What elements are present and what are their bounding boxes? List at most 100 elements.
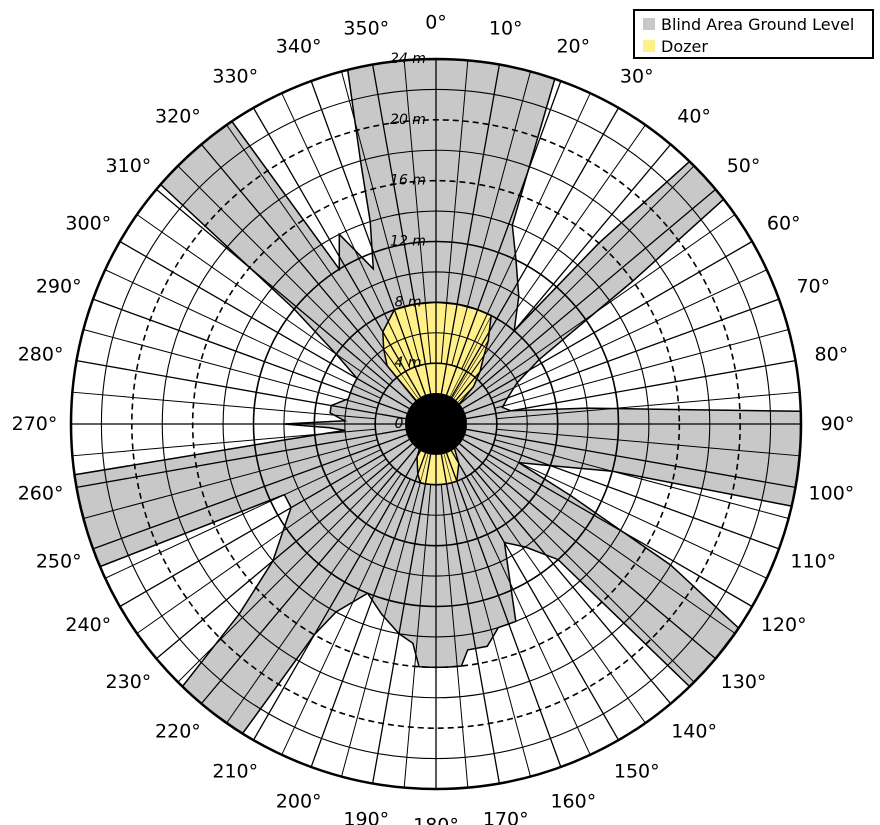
- grid-spoke: [281, 478, 411, 756]
- angle-label-240: 240°: [65, 614, 111, 636]
- radius-label-12: 12 m: [390, 234, 426, 250]
- angle-label-60: 60°: [767, 212, 801, 234]
- grid-spoke: [252, 428, 434, 741]
- grid-spoke: [440, 426, 753, 608]
- angle-label-30: 30°: [620, 65, 654, 87]
- grid-spoke: [490, 269, 768, 399]
- grid-spoke: [281, 92, 411, 370]
- grid-spoke: [451, 71, 531, 366]
- angle-label-310: 310°: [106, 155, 152, 177]
- angle-label-340: 340°: [276, 36, 322, 58]
- grid-spoke: [478, 165, 695, 382]
- legend-label-dozer: Dozer: [661, 36, 708, 56]
- angle-label-170: 170°: [483, 808, 529, 825]
- radius-label-0: 0 m: [395, 416, 422, 432]
- angle-label-20: 20°: [556, 36, 590, 58]
- grid-layer: [69, 57, 803, 791]
- angle-label-350: 350°: [343, 18, 389, 40]
- grid-spoke: [441, 298, 780, 423]
- legend-item-dozer: Dozer: [643, 36, 708, 56]
- angle-label-300: 300°: [65, 212, 111, 234]
- grid-spoke: [478, 466, 695, 683]
- grid-spoke: [461, 478, 591, 756]
- legend-label-blind-area: Blind Area Ground Level: [661, 14, 855, 34]
- angle-label-160: 160°: [550, 790, 596, 812]
- grid-spoke: [92, 425, 431, 550]
- grid-spoke: [438, 107, 620, 420]
- angle-label-280: 280°: [18, 343, 64, 365]
- radius-label-8: 8 m: [395, 294, 422, 310]
- grid-spoke: [494, 439, 789, 519]
- angle-label-90: 90°: [821, 413, 855, 435]
- grid-spoke: [226, 124, 402, 375]
- angle-label-150: 150°: [614, 761, 660, 783]
- grid-spoke: [155, 427, 432, 660]
- angle-label-120: 120°: [761, 614, 807, 636]
- grid-spoke: [441, 425, 780, 550]
- grid-spoke: [485, 214, 736, 390]
- angle-label-130: 130°: [721, 671, 767, 693]
- legend-item-blind-area: Blind Area Ground Level: [643, 14, 854, 34]
- angle-label-40: 40°: [677, 105, 711, 127]
- grid-spoke: [177, 466, 394, 683]
- grid-spoke: [441, 424, 796, 489]
- legend-swatch-dozer: [643, 40, 655, 52]
- center-footprint: [405, 393, 467, 455]
- grid-spoke: [470, 124, 646, 375]
- grid-spoke: [119, 426, 432, 608]
- angle-label-250: 250°: [36, 550, 82, 572]
- grid-spoke: [136, 214, 387, 390]
- grid-spoke: [252, 107, 434, 420]
- grid-spoke: [441, 359, 796, 424]
- angle-label-230: 230°: [106, 671, 152, 693]
- grid-spoke: [440, 60, 469, 364]
- grid-spoke: [76, 359, 431, 424]
- angle-label-50: 50°: [727, 155, 761, 177]
- angle-label-270: 270°: [12, 413, 58, 435]
- grid-spoke: [200, 428, 433, 705]
- grid-spoke: [485, 458, 736, 634]
- angle-label-200: 200°: [276, 790, 322, 812]
- grid-spoke: [92, 298, 431, 423]
- grid-spoke: [440, 427, 717, 660]
- legend: Blind Area Ground Level Dozer: [633, 9, 874, 59]
- grid-spoke: [496, 391, 800, 420]
- angle-label-70: 70°: [796, 276, 830, 298]
- angle-label-220: 220°: [155, 721, 201, 743]
- legend-swatch-blind-area: [643, 18, 655, 30]
- grid-spoke: [177, 165, 394, 382]
- grid-spoke: [437, 80, 562, 419]
- label-layer: 0° 10° 20° 30° 40° 50° 60° 70° 80° 90° 100° 110° 120…: [12, 12, 855, 825]
- angle-label-260: 260°: [18, 483, 64, 505]
- angle-label-140: 140°: [671, 721, 717, 743]
- radius-label-24: 24 m: [390, 51, 426, 67]
- grid-spoke: [440, 484, 469, 788]
- grid-spoke: [83, 329, 378, 409]
- radius-label-20: 20 m: [390, 112, 426, 128]
- angle-label-290: 290°: [36, 276, 82, 298]
- grid-spoke: [119, 240, 432, 422]
- grid-spoke: [436, 64, 501, 419]
- grid-spoke: [451, 482, 531, 777]
- grid-spoke: [104, 269, 382, 399]
- grid-spoke: [403, 484, 432, 788]
- angle-label-180: 180°: [413, 815, 459, 825]
- grid-spoke: [461, 92, 591, 370]
- grid-spoke: [200, 143, 433, 420]
- angle-label-100: 100°: [809, 483, 855, 505]
- grid-spoke: [439, 428, 672, 705]
- grid-spoke: [76, 424, 431, 489]
- angle-label-0: 0°: [425, 12, 447, 34]
- grid-spoke: [155, 188, 432, 421]
- grid-spoke: [136, 458, 387, 634]
- angle-label-330: 330°: [212, 65, 258, 87]
- grid-spoke: [437, 429, 562, 768]
- angle-label-190: 190°: [343, 808, 389, 825]
- grid-spoke: [371, 64, 436, 419]
- grid-spoke: [341, 482, 421, 777]
- angle-label-10: 10°: [489, 18, 523, 40]
- grid-spoke: [439, 143, 672, 420]
- grid-spoke: [72, 391, 376, 420]
- grid-spoke: [470, 473, 646, 724]
